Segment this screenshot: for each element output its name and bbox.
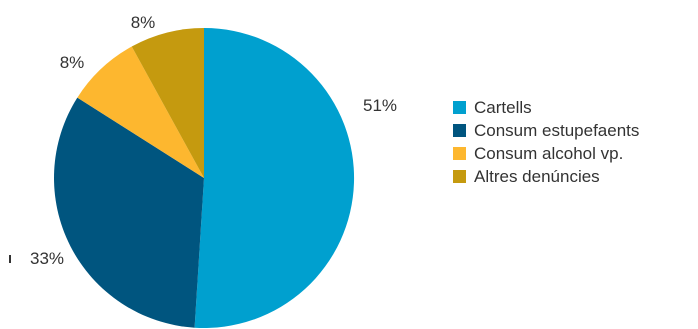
legend: Cartells Consum estupefaents Consum alco… — [453, 96, 639, 188]
pie-value-label-cartells: 51% — [363, 96, 397, 115]
legend-label-consum-alcohol: Consum alcohol vp. — [474, 143, 624, 163]
legend-label-consum-estupefaents: Consum estupefaents — [474, 120, 640, 140]
pie-slice-altres-denuncies — [131, 28, 204, 178]
legend-swatch-cartells — [453, 101, 466, 114]
pie-slice-cartells — [194, 27, 355, 328]
legend-swatch-altres-denuncies — [453, 170, 466, 183]
pie-value-label-consum-estupefaents: 33% — [30, 249, 64, 268]
pie-slice-consum-estupefaents — [54, 97, 204, 328]
legend-swatch-consum-alcohol — [453, 147, 466, 160]
pie-value-label-consum-alcohol: 8% — [60, 53, 85, 72]
legend-label-cartells: Cartells — [474, 97, 532, 117]
legend-label-altres-denuncies: Altres denúncies — [474, 166, 600, 186]
pie-value-label-altres-denuncies: 8% — [131, 13, 156, 32]
legend-swatch-consum-estupefaents — [453, 124, 466, 137]
legend-item-cartells: Cartells — [453, 96, 639, 119]
pie-slices — [54, 27, 355, 328]
legend-item-altres-denuncies: Altres denúncies — [453, 165, 639, 188]
pie-slice-consum-alcohol — [77, 46, 204, 178]
legend-item-consum-estupefaents: Consum estupefaents — [453, 119, 639, 142]
legend-item-consum-alcohol: Consum alcohol vp. — [453, 142, 639, 165]
pie-value-labels: 51% 33% 8% 8% — [9, 13, 397, 268]
